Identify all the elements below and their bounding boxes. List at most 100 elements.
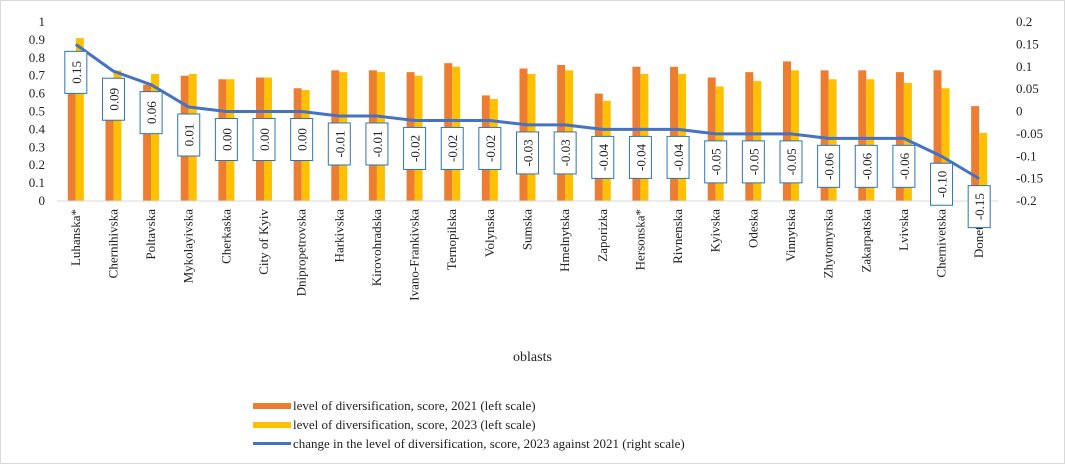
data-label-box (365, 122, 389, 166)
bar-2021 (67, 64, 76, 202)
bar-2021 (143, 84, 152, 201)
category-label: Kyivska (708, 209, 723, 253)
category-label: Vinnytska (783, 209, 798, 262)
y-left-tick-label: 0.7 (29, 68, 46, 83)
data-label-box (553, 131, 577, 175)
legend-label-2023: level of diversification, score, 2023 (l… (293, 416, 536, 432)
data-label: -0.03 (558, 139, 573, 166)
data-label-box (403, 126, 427, 170)
legend-swatch-2021 (253, 402, 291, 409)
y-right-tick-label: 0.15 (1016, 36, 1039, 51)
data-label: -0.02 (408, 135, 423, 162)
data-label: -0.06 (822, 152, 837, 180)
y-right-tick-label: -0.1 (1016, 148, 1037, 163)
y-right-tick-label: 0.05 (1016, 81, 1039, 96)
category-label: Harkivska (331, 209, 346, 263)
data-label-box (139, 91, 163, 135)
data-label: -0.02 (445, 135, 460, 162)
category-label: Mykolayivska (181, 209, 196, 284)
data-label-box (252, 118, 276, 161)
data-label-box (177, 113, 201, 157)
bar-2021 (895, 72, 904, 202)
data-label-box (64, 50, 88, 94)
data-label: -0.05 (709, 148, 724, 175)
data-label: -0.05 (746, 148, 761, 175)
data-label: -0.10 (935, 171, 950, 198)
category-label: Chernihivska (105, 209, 120, 279)
data-label: 0.06 (144, 101, 159, 124)
bar-2021 (782, 61, 791, 201)
legend-item-2023: level of diversification, score, 2023 (l… (253, 415, 685, 434)
category-label: Zhytomyrska (821, 209, 836, 279)
category-label: Kirovohradska (369, 209, 384, 286)
data-label: -0.15 (972, 193, 987, 220)
category-label: Hmelnytska (557, 209, 572, 272)
bar-2021 (745, 72, 754, 202)
y-left-tick-label: 0 (39, 193, 46, 208)
data-label-box (892, 144, 916, 188)
data-label-box (779, 140, 803, 184)
category-label: Poltavska (143, 209, 158, 260)
data-label: -0.06 (859, 152, 874, 180)
data-label: -0.03 (521, 139, 536, 166)
y-left-tick-label: 0.5 (29, 104, 45, 119)
data-label: 0.00 (219, 128, 234, 151)
y-right-tick-label: 0 (1016, 104, 1023, 119)
data-label-box (741, 140, 765, 184)
bar-2021 (820, 70, 829, 201)
bar-2023 (151, 73, 160, 201)
data-label-box (854, 144, 878, 188)
category-label: Luhanska* (68, 209, 83, 266)
data-label: -0.04 (633, 143, 648, 171)
bar-2023 (979, 132, 988, 201)
y-right-tick-label: 0.2 (1016, 14, 1032, 29)
data-label: 0.15 (69, 61, 84, 84)
data-label: -0.04 (671, 143, 686, 171)
x-axis-title: oblasts (513, 350, 552, 365)
data-label-box (666, 135, 690, 179)
data-label: -0.02 (483, 135, 498, 162)
y-left-tick-label: 0.8 (29, 50, 45, 65)
y-right-tick-label: -0.15 (1016, 171, 1043, 186)
category-label: Ternopilska (444, 209, 459, 270)
legend-item-2021: level of diversification, score, 2021 (l… (253, 396, 685, 415)
data-label-box (478, 126, 502, 170)
category-label: Ivano-Frankivska (407, 209, 422, 301)
data-label: 0.09 (106, 88, 121, 111)
data-label-box (327, 122, 351, 166)
legend-swatch-change (253, 442, 291, 445)
category-label: Zaporizka (595, 209, 610, 262)
category-label: Odeska (745, 209, 760, 248)
data-label-box (967, 185, 991, 229)
data-label-box (930, 162, 954, 206)
bar-2023 (75, 38, 84, 201)
data-label-box (817, 144, 841, 188)
y-right-tick-label: 0.1 (1016, 59, 1032, 74)
bar-2021 (670, 66, 679, 201)
data-label-box (591, 135, 615, 179)
bar-2021 (105, 86, 114, 201)
category-label: Cherkaska (218, 209, 233, 264)
bar-2021 (933, 70, 942, 201)
bar-2023 (828, 79, 837, 201)
data-label: -0.04 (596, 143, 611, 171)
bar-2023 (866, 79, 875, 201)
bar-2023 (941, 88, 950, 201)
data-label-box (704, 140, 728, 184)
category-label: Chernivetska (934, 209, 949, 278)
y-left-tick-label: 0.1 (29, 175, 45, 190)
data-label-box (214, 118, 238, 161)
data-label: 0.01 (182, 124, 197, 147)
bar-2023 (113, 70, 122, 201)
y-right-tick-label: -0.2 (1016, 193, 1037, 208)
data-label-box (628, 135, 652, 179)
category-label: Volynska (482, 209, 497, 257)
bar-2023 (903, 82, 912, 201)
category-label: Sumska (520, 209, 535, 250)
bar-2021 (632, 66, 641, 201)
data-label: -0.05 (784, 148, 799, 175)
data-label-box (440, 126, 464, 170)
data-label: 0.00 (295, 128, 310, 151)
category-label: Dnipropetrovska (294, 209, 309, 297)
